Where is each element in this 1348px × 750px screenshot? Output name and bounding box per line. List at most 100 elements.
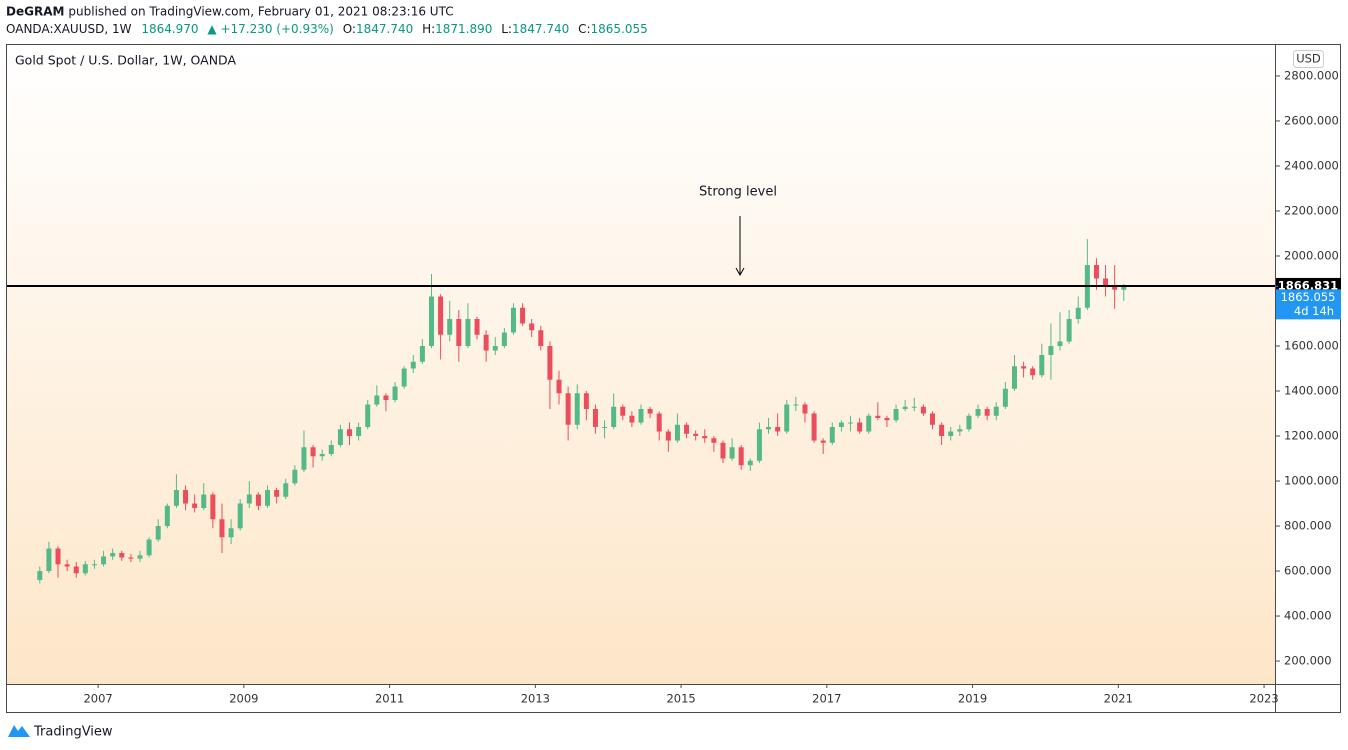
- candle-body: [1048, 345, 1054, 355]
- candle-body: [920, 406, 926, 414]
- candle-body: [173, 490, 179, 506]
- change: ▲ +17.230 (+0.93%): [207, 22, 333, 36]
- candle-body: [274, 490, 280, 497]
- candle-body: [82, 564, 88, 574]
- candle-body: [91, 564, 97, 566]
- candle-body: [374, 395, 380, 405]
- last-price-box: [1276, 289, 1341, 320]
- candle-body: [820, 440, 826, 443]
- currency-box[interactable]: [1293, 50, 1324, 68]
- published: published on TradingView.com, February 0…: [68, 5, 453, 19]
- candle-body: [556, 379, 562, 394]
- plot: [37, 239, 1127, 584]
- y-tick-label: 400.000: [1284, 609, 1332, 623]
- candle-body: [492, 345, 498, 351]
- candle-body: [829, 427, 835, 443]
- candle-body: [984, 409, 990, 416]
- candle-body: [292, 469, 298, 484]
- x-tick-label: 2023: [1249, 692, 1278, 706]
- candle-body: [64, 564, 70, 567]
- candle-body: [392, 386, 398, 401]
- candle-body: [356, 427, 362, 437]
- candle-body: [137, 555, 143, 559]
- candle-body: [529, 323, 535, 331]
- y-tick-label: 1200.000: [1284, 429, 1339, 443]
- candle-body: [1075, 307, 1081, 319]
- candle-body: [875, 415, 881, 419]
- candle-body: [674, 424, 680, 441]
- candle-body: [456, 318, 462, 346]
- candle-body: [929, 413, 935, 425]
- y-tick-label: 200.000: [1284, 654, 1332, 668]
- candle-body: [857, 422, 863, 432]
- x-tick-label: 2015: [666, 692, 695, 706]
- candle-body: [957, 429, 963, 432]
- candle-body: [729, 447, 735, 459]
- candle-body: [611, 406, 617, 428]
- candle-body: [629, 415, 635, 423]
- candle-body: [55, 548, 61, 565]
- candle-body: [164, 505, 170, 527]
- candle-body: [902, 406, 908, 410]
- candle-body: [848, 422, 854, 424]
- candle-body: [547, 345, 553, 380]
- candle-body: [893, 409, 899, 421]
- candle-body: [46, 548, 52, 572]
- x-tick-label: 2017: [812, 692, 841, 706]
- candle-body: [410, 361, 416, 369]
- candle-body: [684, 424, 690, 434]
- candle-body: [192, 503, 198, 509]
- candle-body: [711, 438, 717, 443]
- candle-body: [510, 307, 516, 333]
- candle-body: [720, 442, 726, 459]
- y-tick-label: 2400.000: [1284, 158, 1339, 172]
- candle-body: [219, 519, 225, 538]
- candle-body: [73, 566, 79, 574]
- y-tick-label: 1600.000: [1284, 338, 1339, 352]
- candle-body: [501, 332, 507, 346]
- candle-body: [128, 557, 134, 559]
- candle-body: [465, 318, 471, 346]
- pane-border: [6, 44, 1341, 713]
- candle-body: [693, 433, 699, 437]
- candle-body: [1011, 366, 1017, 389]
- candle-body: [647, 409, 653, 414]
- candle-body: [1021, 366, 1027, 369]
- candle-body: [656, 413, 662, 432]
- candle-body: [246, 494, 252, 504]
- candle-body: [993, 406, 999, 416]
- candle-body: [474, 318, 480, 335]
- chart-title: Gold Spot / U.S. Dollar, 1W, OANDA: [15, 53, 236, 68]
- x-tick-label: 2009: [229, 692, 258, 706]
- symbol: OANDA:XAUUSD, 1W: [6, 22, 132, 36]
- x-tick-label: 2019: [958, 692, 987, 706]
- candle-body: [948, 431, 954, 437]
- candle-body: [538, 330, 544, 346]
- candle-body: [1103, 278, 1109, 286]
- candle-body: [101, 556, 107, 565]
- candle-body: [1039, 354, 1045, 376]
- annotation: Strong level: [699, 185, 777, 200]
- ohlc-label: H:: [422, 22, 435, 36]
- price: 1864.970: [141, 22, 198, 36]
- publisher: DeGRAM: [6, 5, 64, 19]
- candle-body: [1066, 318, 1072, 342]
- candle-body: [592, 409, 598, 428]
- candle-body: [738, 447, 744, 466]
- candle-body: [747, 460, 753, 466]
- candle-body: [975, 409, 981, 416]
- ohlc-label: L:: [501, 22, 512, 36]
- candle-body: [146, 539, 152, 556]
- x-tick-label: 2021: [1104, 692, 1133, 706]
- candle-body: [438, 296, 444, 335]
- candle-body: [310, 447, 316, 457]
- ohlc-value: 1871.890: [435, 22, 492, 36]
- x-tick-label: 2013: [521, 692, 550, 706]
- currency: USD: [1296, 52, 1321, 66]
- candle-body: [119, 553, 125, 558]
- y-tick-label: 1000.000: [1284, 474, 1339, 488]
- plot-background: [7, 44, 1275, 684]
- y-tick-label: 2800.000: [1284, 68, 1339, 82]
- header: DeGRAM published on TradingView.com, Feb…: [6, 5, 648, 36]
